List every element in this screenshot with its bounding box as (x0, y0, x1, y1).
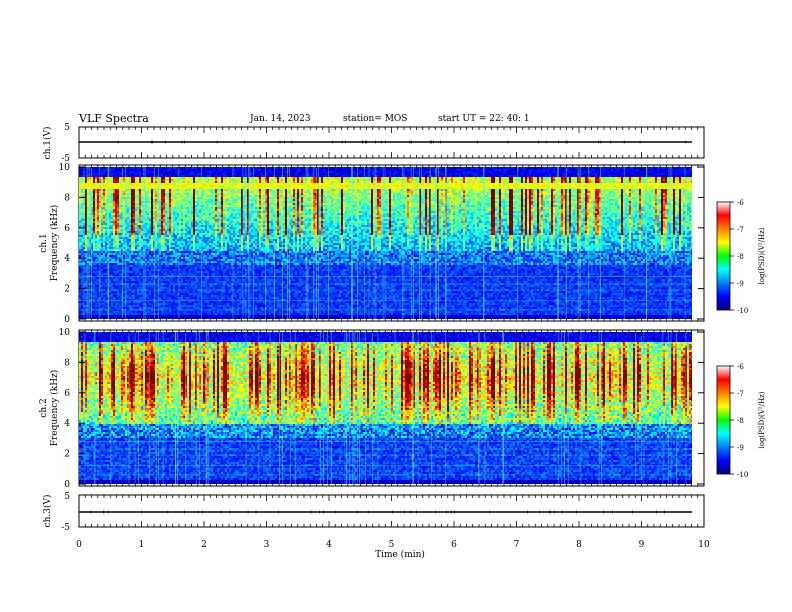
time-tick-label: 0 (76, 540, 82, 550)
colorbar-tick-label: -7 (737, 226, 744, 234)
colorbar-tick-label: -10 (737, 307, 748, 315)
time-tick-label: 4 (326, 540, 332, 550)
ch1-spec-ylabel-line1: ch.1 (39, 233, 49, 252)
spec-ytick-label: 4 (64, 254, 70, 264)
ch2-colorbar-gradient (717, 366, 730, 474)
spec-ytick-label: 0 (64, 480, 70, 490)
colorbar-tick-label: -6 (737, 363, 744, 371)
ch1-colorbar-label: log(PSD)(V²/Hz) (758, 227, 766, 284)
ch2-colorbar-label: log(PSD)(V²/Hz) (758, 391, 766, 448)
spec-ytick-label: 2 (64, 285, 70, 295)
time-tick-label: 9 (639, 540, 645, 550)
time-tick-label: 6 (451, 540, 457, 550)
ch2-colorbar: -6 -7 -8 -9 -10 log(PSD)(V²/Hz) (717, 363, 766, 479)
time-tick-label: 1 (139, 540, 145, 550)
colorbar-tick-label: -10 (737, 471, 748, 479)
ch2-spec-ylabel-line2: Frequency (kHz) (49, 370, 60, 447)
spec-ytick-label: 6 (64, 224, 70, 234)
ch1-colorbar: -6 -7 -8 -9 -10 log(PSD)(V²/Hz) (717, 199, 766, 315)
time-tick-label: 5 (389, 540, 395, 550)
spec-ytick-label: 4 (64, 419, 70, 429)
ch1-spectrogram-image (79, 167, 693, 319)
ch3-ytick-bottom: -5 (61, 523, 70, 533)
spec-ytick-label: 6 (64, 389, 70, 399)
spec-ytick-label: 8 (64, 358, 70, 368)
time-tick-label: 10 (698, 540, 710, 550)
time-axis-label: Time (min) (375, 549, 425, 560)
colorbar-tick-label: -9 (737, 280, 744, 288)
time-tick-label: 7 (514, 540, 520, 550)
spec-ytick-label: 10 (59, 163, 71, 173)
colorbar-tick-label: -7 (737, 390, 744, 398)
ch1-ytick-top: 5 (64, 123, 70, 133)
ch2-spectrogram-panel: 0 2 4 6 8 10 ch.2 Frequency (kHz) (39, 328, 704, 490)
ch1-spec-ylabel-line2: Frequency (kHz) (49, 205, 60, 282)
colorbar-tick-label: -8 (737, 417, 744, 425)
colorbar-tick-label: -8 (737, 253, 744, 261)
ch2-spec-ylabel-line1: ch.2 (39, 398, 49, 417)
colorbar-tick-label: -9 (737, 444, 744, 452)
spec-ytick-label: 2 (64, 450, 70, 460)
ch3-voltage-ylabel: ch.3(V) (42, 495, 53, 528)
spec-ytick-label: 0 (64, 315, 70, 325)
time-tick-label: 2 (201, 540, 207, 550)
time-tick-label: 8 (576, 540, 582, 550)
colorbar-tick-label: -6 (737, 199, 744, 207)
ch1-spectrogram-panel: 0 2 4 6 8 10 ch.1 Frequency (kHz) (39, 163, 704, 325)
spec-ytick-label: 10 (59, 328, 71, 338)
time-tick-label: 3 (264, 540, 270, 550)
ch1-colorbar-gradient (717, 202, 730, 310)
ch3-ytick-top: 5 (64, 492, 70, 502)
spec-ytick-label: 8 (64, 193, 70, 203)
ch2-spectrogram-image (79, 332, 693, 484)
ch1-voltage-ylabel: ch.1(V) (42, 127, 53, 160)
